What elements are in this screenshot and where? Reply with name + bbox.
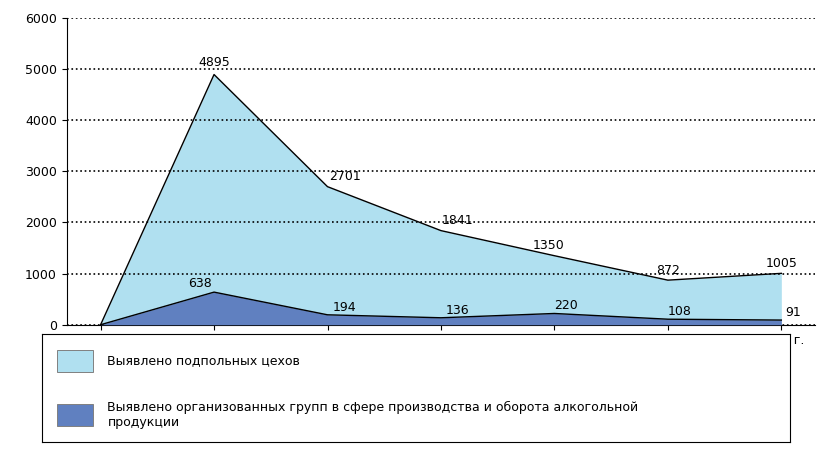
Text: 1350: 1350 (532, 239, 565, 252)
Text: 872: 872 (656, 264, 680, 277)
Text: 1841: 1841 (442, 213, 473, 226)
Text: 108: 108 (667, 305, 691, 318)
Text: 220: 220 (554, 299, 577, 312)
Text: Выявлено организованных групп в сфере производства и оборота алкогольной
продукц: Выявлено организованных групп в сфере пр… (107, 401, 639, 429)
Text: 4895: 4895 (198, 56, 230, 69)
Text: 91: 91 (785, 306, 800, 319)
Text: 136: 136 (446, 304, 470, 317)
Bar (57, 404, 92, 426)
Text: 2701: 2701 (329, 170, 360, 183)
Text: 638: 638 (189, 277, 212, 290)
Text: 194: 194 (333, 301, 356, 314)
Bar (57, 350, 92, 372)
Text: 1005: 1005 (765, 257, 797, 270)
Text: Выявлено подпольных цехов: Выявлено подпольных цехов (107, 354, 300, 367)
